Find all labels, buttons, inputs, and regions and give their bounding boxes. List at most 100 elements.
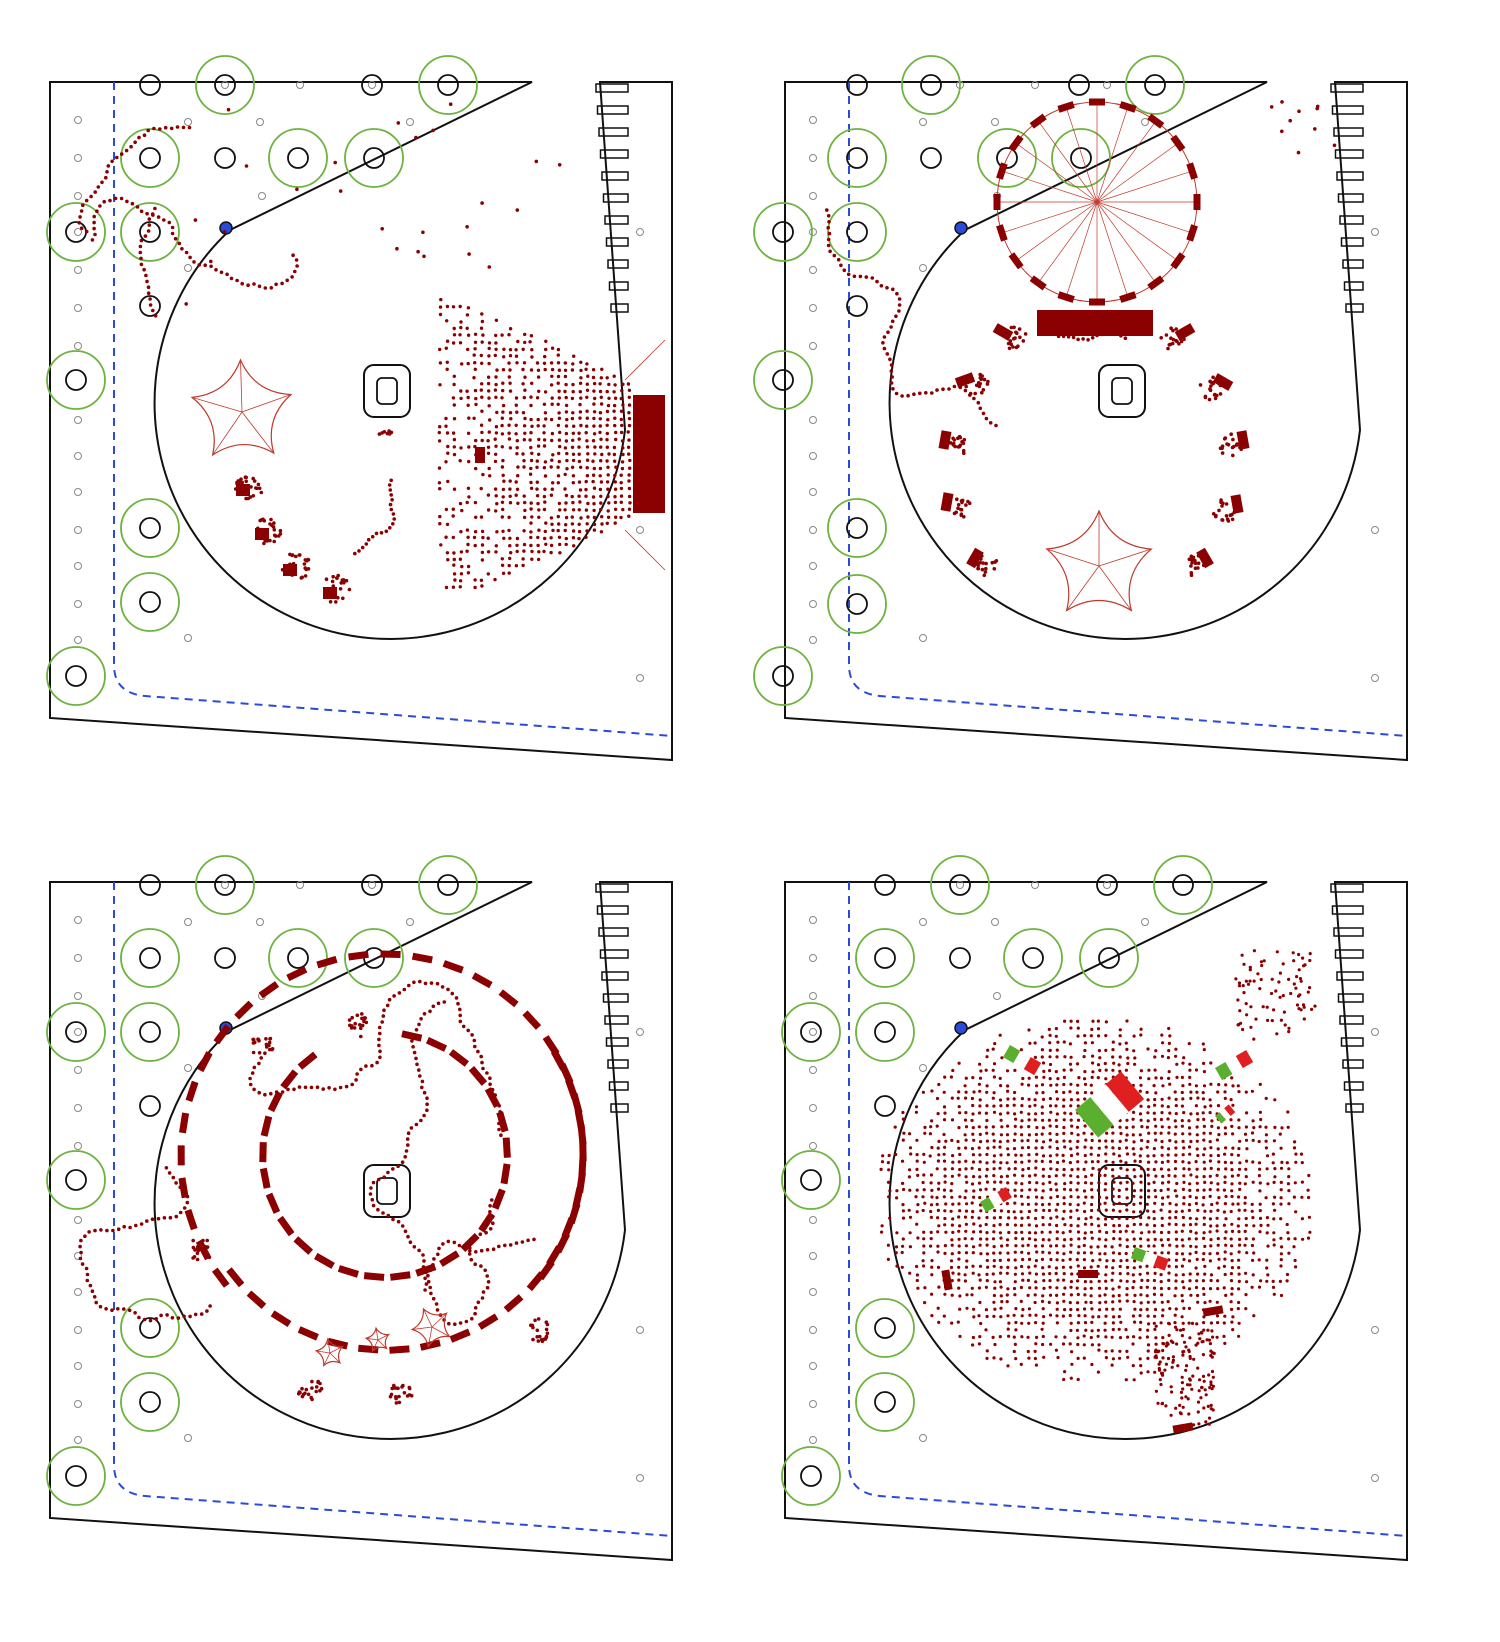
ferris-wheel-spoke [1015, 142, 1098, 203]
crowd-dot [529, 543, 533, 548]
crowd-dot [515, 446, 519, 450]
crowd-dot [1188, 1132, 1192, 1136]
light-post-icon [919, 264, 927, 272]
crowd-dot [1076, 1098, 1080, 1102]
crowd-dot [148, 303, 153, 307]
ferris-wheel-spoke [1065, 201, 1098, 298]
crowd-dot [265, 539, 269, 543]
crowd-dot [1238, 1009, 1242, 1013]
crowd-dot [424, 1270, 428, 1275]
crowd-dot [79, 226, 84, 230]
crowd-dot [1188, 1082, 1192, 1086]
crowd-dot [1188, 1272, 1192, 1276]
crowd-dot [1069, 1112, 1073, 1116]
crowd-dot [928, 1132, 932, 1136]
crowd-dot [1090, 1362, 1094, 1367]
crowd-dot [466, 403, 470, 407]
crowd-dot [486, 536, 490, 540]
crowd-dot [523, 500, 527, 505]
crowd-dot [1047, 331, 1052, 335]
crowd-dot [515, 439, 519, 443]
crowd-dot [1026, 1278, 1030, 1282]
crowd-dot [350, 1024, 354, 1028]
crowd-dot [1160, 1145, 1164, 1149]
crowd-dot [936, 1208, 940, 1212]
crowd-dot [958, 1224, 962, 1228]
crowd-dot [980, 567, 985, 572]
crowd-dot [1013, 1167, 1017, 1171]
crowd-dot [1132, 1194, 1136, 1198]
crowd-dot [314, 1389, 319, 1394]
crowd-dot [1182, 1056, 1186, 1060]
crowd-dot [1217, 1083, 1221, 1087]
crowd-dot [950, 1243, 954, 1247]
crowd-dot [971, 1112, 975, 1116]
crowd-dot [586, 501, 590, 506]
crowd-dot [964, 1125, 969, 1129]
crowd-dot [1187, 1161, 1191, 1165]
crowd-dot [591, 473, 596, 477]
crowd-dot [1152, 1147, 1156, 1151]
stall-block [475, 447, 485, 463]
crowd-dot [408, 1240, 413, 1244]
crowd-dot [1307, 1195, 1311, 1200]
tree-icon [1144, 74, 1166, 96]
crowd-dot [171, 1175, 176, 1180]
crowd-dot [970, 1293, 974, 1297]
crowd-dot [1196, 1272, 1200, 1276]
crowd-dot [1041, 1061, 1046, 1065]
stall-block [177, 1145, 185, 1166]
crowd-dot [964, 1175, 968, 1179]
tree-ring-icon [855, 1372, 915, 1432]
crowd-dot [1027, 1133, 1031, 1137]
crowd-dot [501, 381, 505, 385]
crowd-dot [516, 474, 520, 478]
crowd-dot [500, 445, 504, 449]
crowd-dot [1307, 1173, 1311, 1178]
tree-ring-icon [781, 1002, 841, 1062]
crowd-dot [1238, 1139, 1242, 1143]
crowd-dot [177, 241, 182, 246]
flag-stripe-red [1153, 1255, 1169, 1271]
crowd-dot [1279, 1293, 1284, 1298]
crowd-dot [479, 486, 483, 491]
crowd-dot [252, 1065, 257, 1070]
crowd-dot [481, 1066, 485, 1071]
crowd-dot [1265, 1154, 1270, 1158]
crowd-dot [145, 1219, 149, 1223]
crowd-dot [1152, 1286, 1157, 1290]
crowd-dot [1187, 1412, 1191, 1416]
crowd-dot [416, 249, 420, 254]
crowd-dot [543, 390, 548, 394]
crowd-dot [1159, 1321, 1163, 1325]
crowd-dot [1138, 1089, 1142, 1093]
tree-icon [1068, 74, 1090, 96]
crowd-dot [508, 494, 512, 498]
crowd-dot [1047, 1208, 1052, 1213]
crowd-dot [1216, 1188, 1220, 1192]
crowd-dot [1238, 1237, 1242, 1241]
crowd-dot [536, 535, 540, 540]
tree-ring-icon [753, 350, 813, 410]
crowd-dot [264, 1042, 269, 1047]
crowd-dot [1062, 1252, 1066, 1256]
light-post-icon [1141, 918, 1149, 926]
crowd-dot [1230, 1194, 1234, 1199]
crowd-dot [1062, 1118, 1066, 1122]
crowd-dot [1167, 1222, 1171, 1226]
crowd-dot [262, 533, 267, 537]
crowd-dot [1027, 1356, 1031, 1360]
crowd-dot [486, 572, 490, 576]
flag-stripe-white [1013, 1051, 1031, 1070]
crowd-dot [627, 423, 632, 428]
crowd-dot [294, 258, 299, 262]
crowd-dot [943, 1244, 947, 1248]
crowd-dot [1062, 1202, 1066, 1206]
crowd-dot [1055, 1321, 1059, 1325]
crowd-dot [452, 452, 457, 457]
crowd-dot [959, 507, 963, 512]
crowd-dot [944, 1230, 948, 1234]
crowd-dot [1111, 1055, 1115, 1059]
crowd-dot [87, 1230, 91, 1234]
crowd-dot [985, 1243, 989, 1247]
